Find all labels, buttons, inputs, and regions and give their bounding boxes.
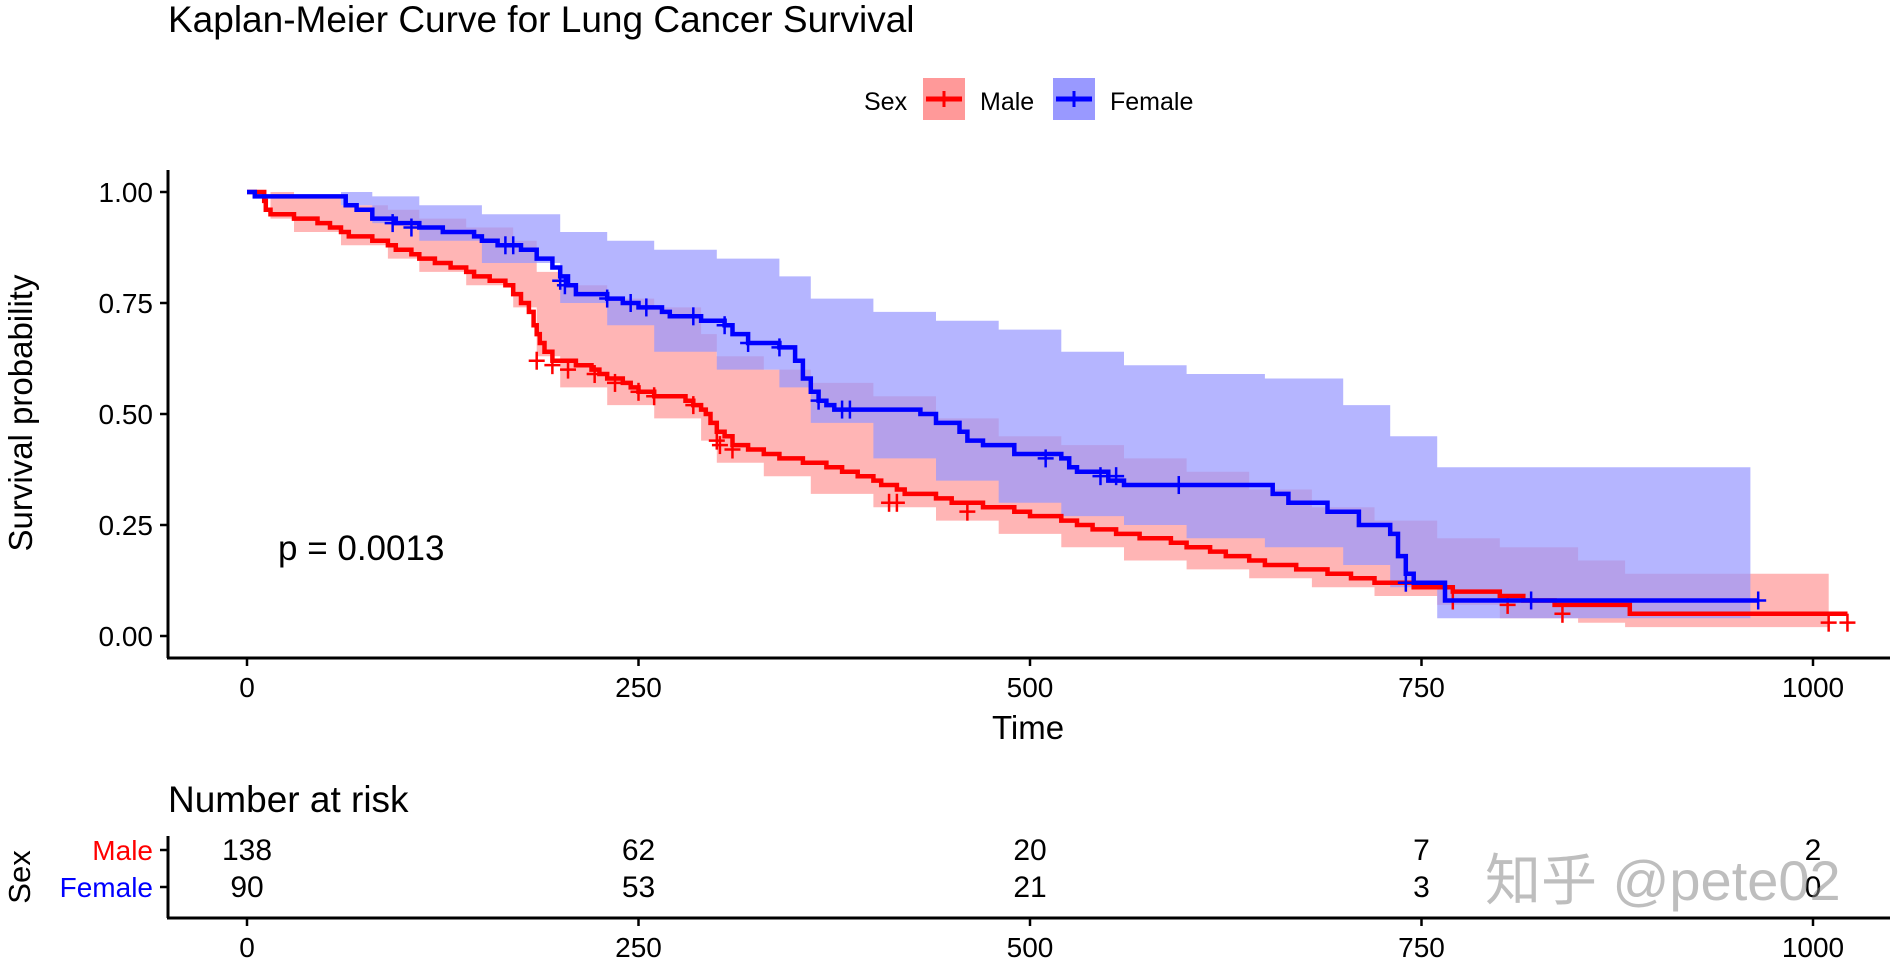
risk-count: 20 xyxy=(1013,834,1046,867)
risk-table-strata-title: Sex xyxy=(2,850,37,904)
censor-mark-male xyxy=(607,373,624,392)
risk-count: 138 xyxy=(222,834,272,867)
censor-mark-male xyxy=(528,351,545,370)
p-value-annotation: p = 0.0013 xyxy=(278,529,444,568)
x-tick-label: 500 xyxy=(1007,672,1054,703)
censor-mark-male xyxy=(1820,613,1837,632)
censor-mark-female xyxy=(384,214,401,233)
censor-mark-male xyxy=(1554,604,1571,623)
risk-count: 62 xyxy=(622,834,655,867)
survival-curve-male xyxy=(247,189,1848,617)
risk-count: 0 xyxy=(1805,871,1822,904)
censor-mark-male xyxy=(544,356,561,375)
censor-mark-male xyxy=(888,493,905,512)
x-tick-label: 250 xyxy=(615,672,662,703)
risk-count: 7 xyxy=(1413,834,1430,867)
risk-count: 90 xyxy=(230,871,263,904)
censor-mark-female xyxy=(599,289,616,308)
y-axis-label: Survival probability xyxy=(2,274,39,551)
censor-mark-male xyxy=(724,440,741,459)
risk-row-label-female: Female xyxy=(60,872,153,903)
censor-mark-male xyxy=(711,436,728,455)
plot-area xyxy=(247,189,1856,632)
censor-mark-male xyxy=(646,387,663,406)
watermark: 知乎 @pete02 xyxy=(1485,849,1841,912)
legend-label-male: Male xyxy=(980,88,1034,116)
y-tick-label: 0.25 xyxy=(99,510,154,541)
censor-mark-female xyxy=(1523,591,1540,610)
censor-mark-male xyxy=(1839,613,1856,632)
risk-x-tick-label: 250 xyxy=(615,932,662,963)
risk-x-tick-label: 500 xyxy=(1007,932,1054,963)
censor-mark-female xyxy=(1750,591,1767,610)
censor-mark-female xyxy=(1092,467,1109,486)
censor-mark-male xyxy=(708,431,725,450)
y-ticks: 0.00 0.25 0.50 0.75 1.00 xyxy=(99,177,168,652)
risk-count: 3 xyxy=(1413,871,1430,904)
censor-mark-female xyxy=(685,307,702,326)
y-tick-label: 0.75 xyxy=(99,288,154,319)
risk-row-label-male: Male xyxy=(92,835,153,866)
censor-mark-female xyxy=(771,338,788,357)
censor-mark-female xyxy=(740,333,757,352)
y-tick-label: 1.00 xyxy=(99,177,154,208)
legend-item-female[interactable]: Female xyxy=(1053,78,1193,120)
censor-mark-female xyxy=(556,276,573,295)
x-tick-label: 0 xyxy=(239,672,255,703)
censor-mark-male xyxy=(560,360,577,379)
legend-label-female: Female xyxy=(1110,88,1193,116)
censor-mark-female xyxy=(638,298,655,317)
censor-mark-female xyxy=(716,316,733,335)
x-tick-label: 750 xyxy=(1398,672,1445,703)
censor-mark-female xyxy=(1108,467,1125,486)
x-axis-label: Time xyxy=(992,709,1064,746)
risk-x-tick-label: 0 xyxy=(239,932,255,963)
x-tick-label: 1000 xyxy=(1782,672,1844,703)
chart-title: Kaplan-Meier Curve for Lung Cancer Survi… xyxy=(168,0,915,40)
risk-count: 21 xyxy=(1013,871,1046,904)
y-tick-label: 0.00 xyxy=(99,621,154,652)
legend-title: Sex xyxy=(864,88,908,116)
censor-mark-male xyxy=(630,382,647,401)
censor-mark-female xyxy=(810,391,827,410)
risk-table-title: Number at risk xyxy=(168,779,409,820)
censor-mark-female xyxy=(841,400,858,419)
x-ticks: 0 250 500 750 1000 xyxy=(239,658,1844,703)
risk-x-tick-label: 750 xyxy=(1398,932,1445,963)
censor-mark-female xyxy=(403,218,420,237)
risk-count: 2 xyxy=(1805,834,1822,867)
censor-mark-female xyxy=(505,236,522,255)
censor-mark-female xyxy=(1170,476,1187,495)
censor-mark-male xyxy=(959,502,976,521)
legend-item-male[interactable]: Male xyxy=(923,78,1034,120)
censor-mark-male xyxy=(685,396,702,415)
censor-mark-male xyxy=(586,365,603,384)
censor-mark-female xyxy=(1397,573,1414,592)
risk-table: Male 138 62 20 7 2 Female 90 53 21 3 0 0 250 500 750 100… xyxy=(60,834,1845,963)
censor-mark-female xyxy=(1037,449,1054,468)
y-tick-label: 0.50 xyxy=(99,399,154,430)
censor-mark-female xyxy=(622,294,639,312)
risk-x-tick-label: 1000 xyxy=(1782,932,1844,963)
risk-count: 53 xyxy=(622,871,655,904)
legend: Sex Male Female xyxy=(864,78,1193,120)
